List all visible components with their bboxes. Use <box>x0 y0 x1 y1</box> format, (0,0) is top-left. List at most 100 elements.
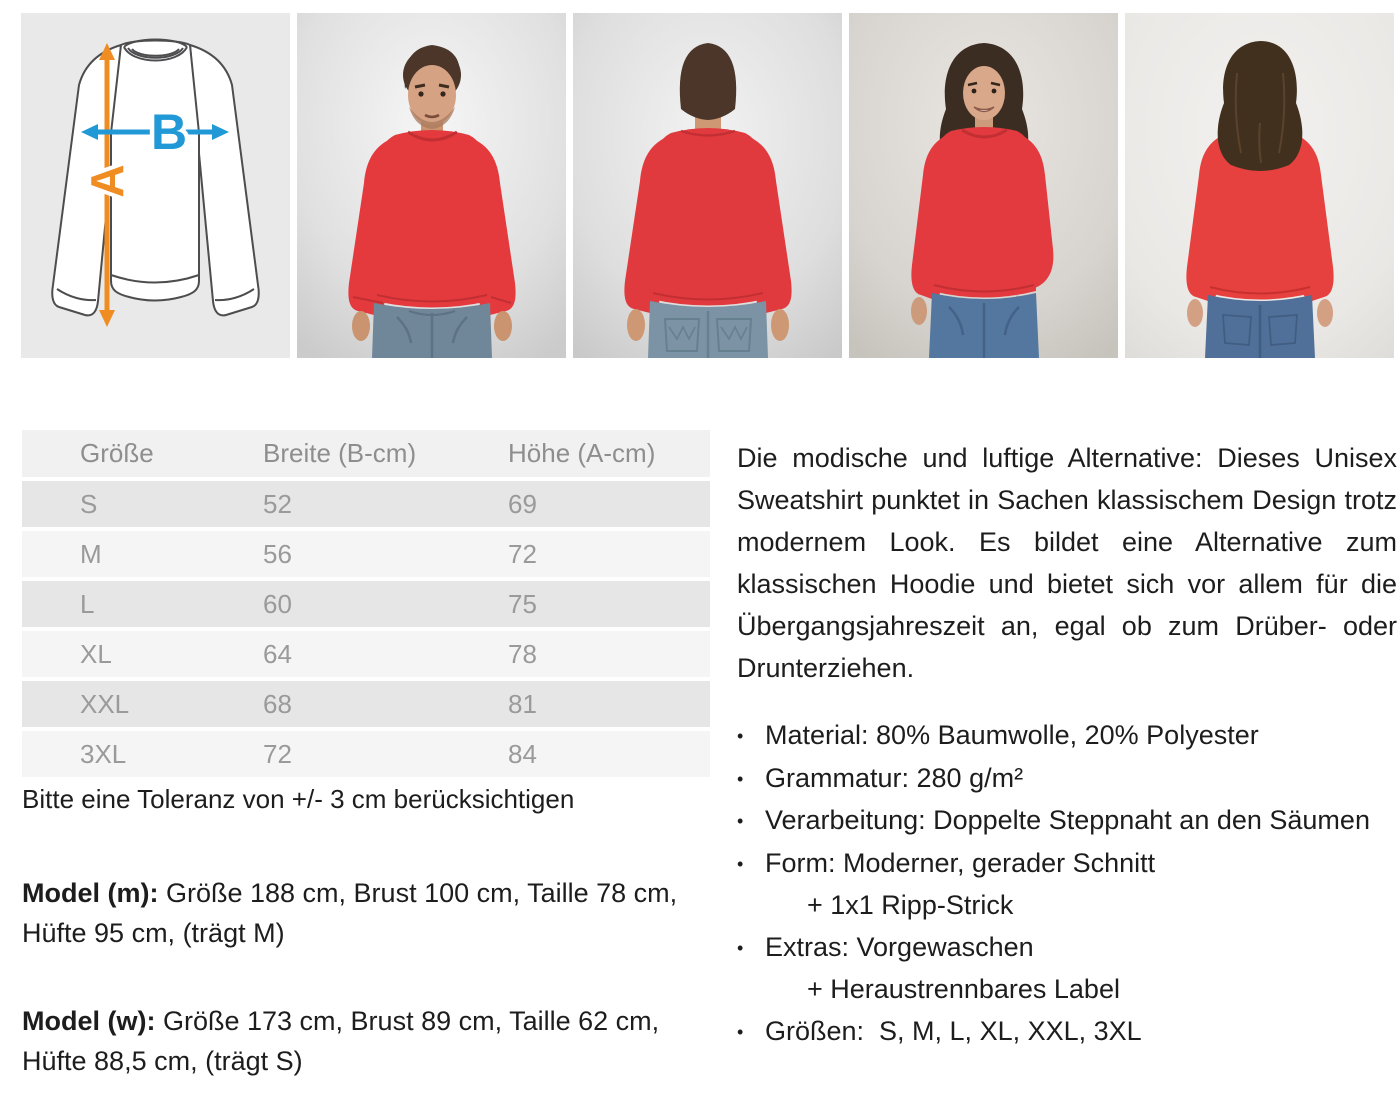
right-hand <box>771 309 789 341</box>
product-description: Die modische und luftige Alternative: Di… <box>737 443 1397 683</box>
hair-strands <box>1234 72 1286 164</box>
left-hand <box>911 297 927 325</box>
size-table-header-hoehe: Höhe (A-cm) <box>508 430 710 477</box>
sweatshirt-outline <box>51 39 260 317</box>
attribute-item: • Material: 80% Baumwolle, 20% Polyester <box>737 715 1397 758</box>
face <box>963 66 1005 120</box>
width-arrow: B <box>81 100 229 165</box>
sweatshirt <box>348 130 516 316</box>
attribute-item: • Form: Moderner, gerader Schnitt + 1x1 Ri… <box>737 843 1397 927</box>
size-diagram-illustration: A B <box>21 13 290 358</box>
size-table-header-row: Größe Breite (B-cm) Höhe (A-cm) <box>22 430 710 477</box>
attribute-subtext: + 1x1 Ripp-Strick <box>807 890 1014 920</box>
hoehe-cell: 72 <box>508 531 710 577</box>
sweatshirt <box>624 128 792 314</box>
hoehe-cell: 75 <box>508 581 710 627</box>
hair <box>404 45 460 89</box>
attribute-item: • Verarbeitung: Doppelte Steppnaht an den… <box>737 800 1397 843</box>
bullet-dot: • <box>737 726 744 746</box>
photo-man-front <box>297 13 566 358</box>
bullet-dot: • <box>737 811 744 831</box>
tolerance-note: Bitte eine Toleranz von +/- 3 cm berücks… <box>22 784 575 814</box>
attribute-text: Form: Moderner, gerader Schnitt <box>765 847 1156 878</box>
photo-man-back <box>573 13 842 358</box>
size-cell: S <box>22 481 263 527</box>
hoehe-cell: 69 <box>508 481 710 527</box>
hoehe-cell: 81 <box>508 681 710 727</box>
model-details-female: Model (w): Größe 173 cm, Brust 89 cm, Ta… <box>22 1001 708 1081</box>
size-diagram-panel: A B <box>21 13 290 358</box>
back-pockets <box>1222 314 1298 346</box>
size-row-L: L 60 75 <box>22 581 710 627</box>
width-label: B <box>151 104 187 160</box>
breite-cell: 72 <box>263 731 508 777</box>
breite-cell: 64 <box>263 631 508 677</box>
model-label: Model (m): <box>22 878 159 908</box>
product-attributes-list: • Material: 80% Baumwolle, 20% Polyester •… <box>737 715 1397 1053</box>
size-row-M: M 56 72 <box>22 531 710 577</box>
attribute-text: Material: 80% Baumwolle, 20% Polyester <box>765 720 1259 750</box>
sweatshirt <box>1186 126 1334 302</box>
breite-cell: 52 <box>263 481 508 527</box>
attribute-text: Verarbeitung: Doppelte Steppnaht an den … <box>765 805 1370 835</box>
size-table: Größe Breite (B-cm) Höhe (A-cm) S 52 69 M 56… <box>22 426 710 781</box>
size-row-S: S 52 69 <box>22 481 710 527</box>
height-label: A <box>81 164 133 197</box>
hoehe-cell: 84 <box>508 731 710 777</box>
size-cell: 3XL <box>22 731 263 777</box>
bullet-dot: • <box>737 1021 744 1042</box>
size-cell: XXL <box>22 681 263 727</box>
sweatshirt <box>911 127 1054 300</box>
photo-woman-front <box>849 13 1118 358</box>
size-row-3XL: 3XL 72 84 <box>22 731 710 777</box>
model-measurements: Größe 188 cm, Brust 100 cm, Taille 78 cm… <box>22 878 678 948</box>
size-cell: XL <box>22 631 263 677</box>
bullet-dot: • <box>737 853 744 874</box>
model-info: Model (m): Größe 188 cm, Brust 100 cm, T… <box>22 873 708 1109</box>
woman-front-photo <box>849 13 1118 358</box>
beard <box>409 107 455 129</box>
attribute-item: • Größen: S, M, L, XL, XXL, 3XL <box>737 1011 1397 1054</box>
attribute-item: • Grammatur: 280 g/m² <box>737 758 1397 801</box>
left-hand <box>1187 299 1203 327</box>
size-table-header-breite: Breite (B-cm) <box>263 430 508 477</box>
right-hand <box>494 311 512 341</box>
left-hand <box>627 309 645 341</box>
size-row-XXL: XXL 68 81 <box>22 681 710 727</box>
back-pockets <box>663 318 753 352</box>
model-details-male: Model (m): Größe 188 cm, Brust 100 cm, T… <box>22 873 708 953</box>
breite-cell: 56 <box>263 531 508 577</box>
size-cell: M <box>22 531 263 577</box>
model-label: Model (w): <box>22 1006 156 1036</box>
woman-front-figure <box>911 43 1054 358</box>
woman-back-photo <box>1125 13 1394 358</box>
size-cell: L <box>22 581 263 627</box>
man-back-photo <box>573 13 842 358</box>
woman-back-figure <box>1186 41 1334 358</box>
attribute-text: Größen: S, M, L, XL, XXL, 3XL <box>765 1015 1142 1046</box>
size-table-header-groesse: Größe <box>22 430 263 477</box>
height-arrow: A <box>77 43 137 327</box>
attribute-text: Extras: Vorgewaschen <box>765 931 1034 962</box>
product-description-column: Die modische und luftige Alternative: Di… <box>737 437 1397 1053</box>
attribute-item: • Extras: Vorgewaschen + Heraustrennbares … <box>737 927 1397 1011</box>
breite-cell: 68 <box>263 681 508 727</box>
smile <box>973 106 995 113</box>
man-back-figure <box>624 43 792 358</box>
face <box>408 65 456 125</box>
sweatshirt-details <box>56 38 255 302</box>
right-hand <box>1317 299 1333 327</box>
model-measurements: Größe 173 cm, Brust 89 cm, Taille 62 cm,… <box>22 1006 660 1076</box>
breite-cell: 60 <box>263 581 508 627</box>
left-hand <box>352 311 370 341</box>
man-front-photo <box>297 13 566 358</box>
hair <box>679 43 737 120</box>
photo-woman-back <box>1125 13 1394 358</box>
bullet-dot: • <box>737 768 744 789</box>
attribute-text: Grammatur: 280 g/m² <box>765 762 1024 793</box>
hoehe-cell: 78 <box>508 631 710 677</box>
bullet-dot: • <box>737 937 744 958</box>
product-photo-strip: A B <box>21 13 1394 358</box>
attribute-subtext: + Heraustrennbares Label <box>807 974 1120 1004</box>
